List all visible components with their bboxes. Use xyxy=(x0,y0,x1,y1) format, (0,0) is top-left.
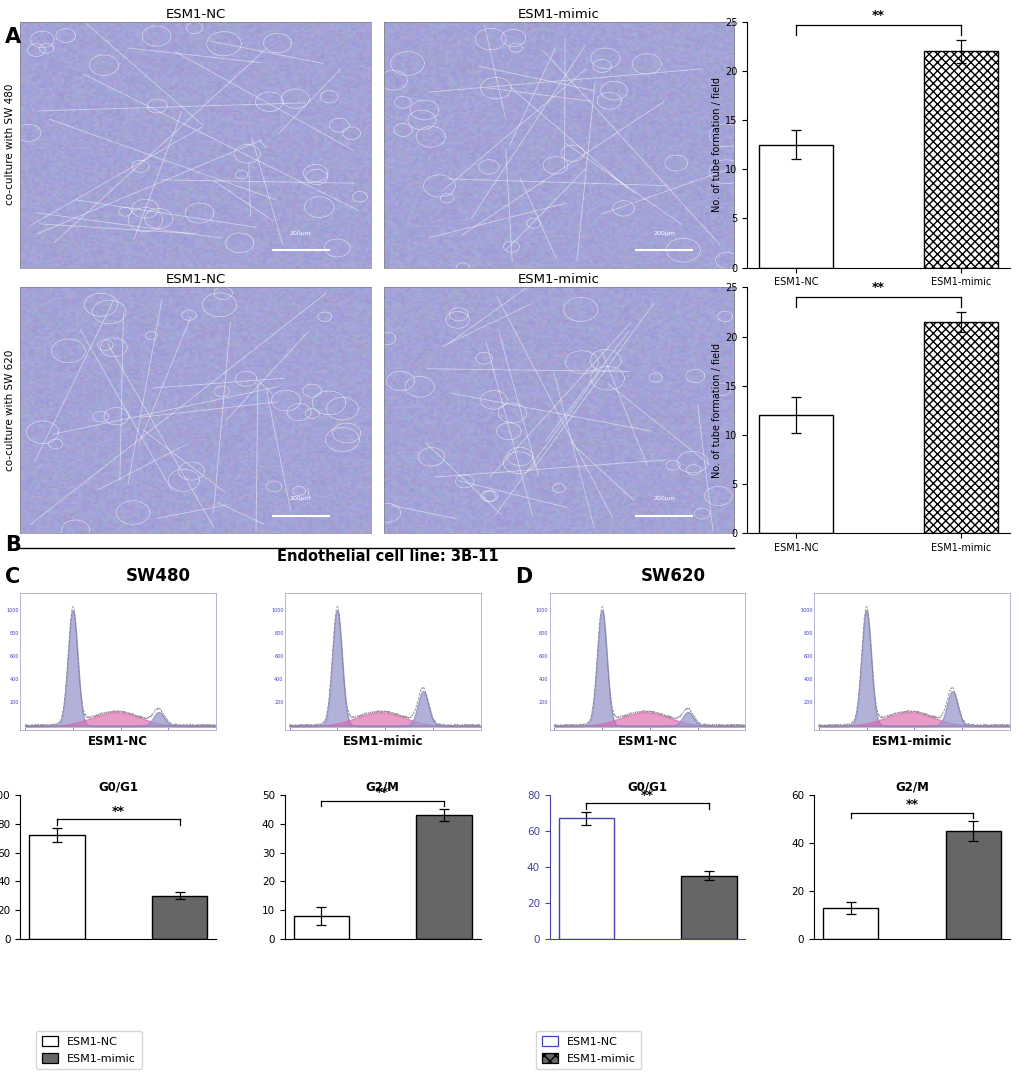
Text: 200: 200 xyxy=(274,700,283,706)
Bar xyxy=(923,322,997,533)
Y-axis label: co-culture with SW 620: co-culture with SW 620 xyxy=(5,349,15,471)
Text: **: ** xyxy=(112,805,124,817)
X-axis label: ESM1-NC: ESM1-NC xyxy=(616,735,677,748)
Text: C: C xyxy=(5,567,20,587)
Text: 200: 200 xyxy=(538,700,548,706)
Text: 1000: 1000 xyxy=(7,608,19,613)
Text: A: A xyxy=(5,27,21,47)
Text: 1000: 1000 xyxy=(271,608,283,613)
Text: 600: 600 xyxy=(10,655,19,659)
Text: 200μm: 200μm xyxy=(652,230,675,236)
Text: 1000: 1000 xyxy=(800,608,812,613)
Text: **: ** xyxy=(871,281,884,295)
Text: 200μm: 200μm xyxy=(289,230,312,236)
Title: ESM1-NC: ESM1-NC xyxy=(165,8,225,21)
Text: 600: 600 xyxy=(274,655,283,659)
Title: ESM1-mimic: ESM1-mimic xyxy=(518,8,599,21)
X-axis label: ESM1-NC: ESM1-NC xyxy=(89,735,148,748)
X-axis label: ESM1-mimic: ESM1-mimic xyxy=(871,735,951,748)
Legend: ESM1-NC, ESM1-mimic: ESM1-NC, ESM1-mimic xyxy=(36,1031,142,1069)
Y-axis label: co-culture with SW 480: co-culture with SW 480 xyxy=(5,84,15,205)
Text: 800: 800 xyxy=(803,631,812,636)
Text: 400: 400 xyxy=(274,678,283,682)
Text: 800: 800 xyxy=(274,631,283,636)
Text: 600: 600 xyxy=(803,655,812,659)
Bar xyxy=(152,896,207,939)
Text: **: ** xyxy=(905,798,917,811)
Bar xyxy=(758,416,833,533)
Title: G0/G1: G0/G1 xyxy=(98,781,139,794)
Bar xyxy=(30,836,85,939)
Text: 400: 400 xyxy=(10,678,19,682)
Text: D: D xyxy=(515,567,532,587)
Text: **: ** xyxy=(640,789,653,802)
Text: 1000: 1000 xyxy=(535,608,548,613)
Title: G2/M: G2/M xyxy=(894,781,928,794)
Title: G2/M: G2/M xyxy=(366,781,399,794)
Text: 600: 600 xyxy=(538,655,548,659)
Text: 200: 200 xyxy=(10,700,19,706)
Text: 200μm: 200μm xyxy=(289,496,312,501)
Title: ESM1-NC: ESM1-NC xyxy=(165,273,225,286)
Text: 400: 400 xyxy=(538,678,548,682)
Text: B: B xyxy=(5,535,21,554)
Bar xyxy=(681,876,736,939)
Bar xyxy=(416,815,471,939)
Bar xyxy=(293,915,348,939)
Title: ESM1-mimic: ESM1-mimic xyxy=(518,273,599,286)
Text: 200: 200 xyxy=(803,700,812,706)
Text: Endothelial cell line: 3B-11: Endothelial cell line: 3B-11 xyxy=(276,549,498,564)
Y-axis label: No. of tube formation / field: No. of tube formation / field xyxy=(711,343,721,478)
Bar xyxy=(558,818,613,939)
Text: **: ** xyxy=(871,9,884,22)
Text: 400: 400 xyxy=(803,678,812,682)
Title: G0/G1: G0/G1 xyxy=(627,781,666,794)
X-axis label: ESM1-mimic: ESM1-mimic xyxy=(342,735,423,748)
Text: 800: 800 xyxy=(10,631,19,636)
Bar xyxy=(758,145,833,267)
Bar xyxy=(923,51,997,267)
Legend: ESM1-NC, ESM1-mimic: ESM1-NC, ESM1-mimic xyxy=(535,1031,641,1069)
Text: **: ** xyxy=(376,786,389,799)
Text: SW480: SW480 xyxy=(125,567,191,585)
Text: 200μm: 200μm xyxy=(652,496,675,501)
Bar xyxy=(822,908,877,939)
Y-axis label: No. of tube formation / field: No. of tube formation / field xyxy=(711,77,721,213)
Bar xyxy=(945,831,1000,939)
Text: 800: 800 xyxy=(538,631,548,636)
Text: SW620: SW620 xyxy=(640,567,705,585)
